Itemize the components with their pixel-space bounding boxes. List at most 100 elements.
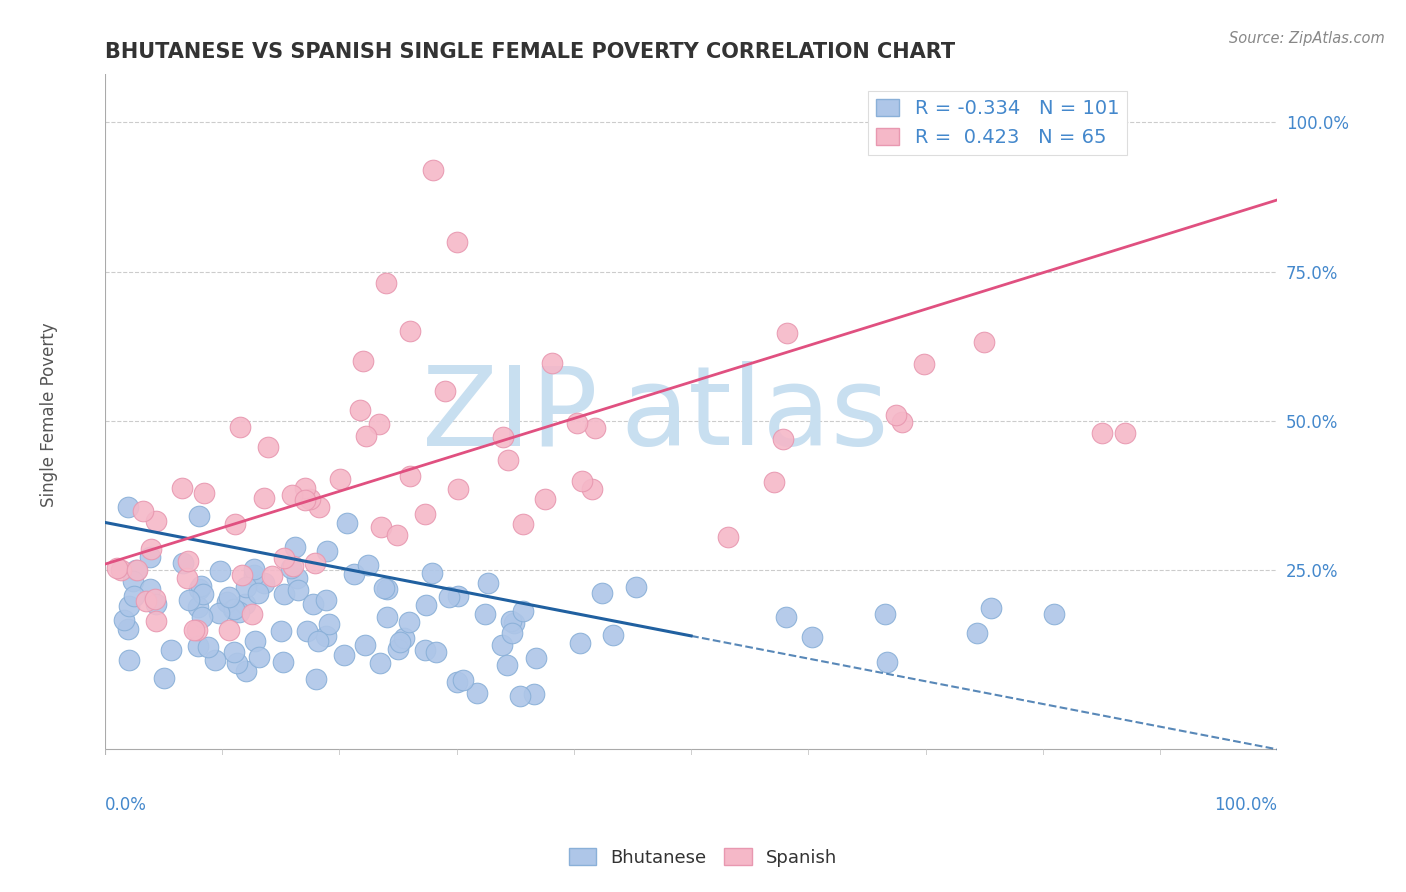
Point <box>512 517 534 532</box>
Point <box>373 581 395 595</box>
Point <box>273 587 295 601</box>
Point <box>270 624 292 638</box>
Point <box>389 635 412 649</box>
Point <box>315 593 337 607</box>
Point <box>243 634 266 648</box>
Point <box>145 514 167 528</box>
Point <box>235 664 257 678</box>
Point <box>775 609 797 624</box>
Point <box>257 441 280 455</box>
Point <box>125 564 148 578</box>
Point <box>299 491 322 506</box>
Point <box>356 558 378 572</box>
Point <box>912 357 935 371</box>
Point <box>105 561 128 575</box>
Point <box>1114 425 1136 440</box>
Text: atlas: atlas <box>620 361 889 468</box>
Point <box>118 599 141 613</box>
Point <box>204 653 226 667</box>
Point <box>776 326 799 340</box>
Point <box>176 571 198 585</box>
Point <box>581 482 603 496</box>
Point <box>415 643 437 657</box>
Point <box>235 580 257 594</box>
Point <box>884 409 907 423</box>
Y-axis label: Single Female Poverty: Single Female Poverty <box>39 323 58 508</box>
Point <box>187 600 209 615</box>
Point <box>281 488 304 502</box>
Point <box>375 610 398 624</box>
Point <box>287 583 309 598</box>
Point <box>190 610 212 624</box>
Point <box>139 541 162 556</box>
Point <box>186 623 208 637</box>
Point <box>492 429 515 443</box>
Point <box>496 658 519 673</box>
Point <box>375 277 398 291</box>
Point <box>398 615 420 630</box>
Point <box>262 568 284 582</box>
Point <box>318 617 340 632</box>
Point <box>273 550 295 565</box>
Point <box>143 591 166 606</box>
Point <box>446 235 468 249</box>
Point <box>385 527 408 541</box>
Point <box>772 432 794 446</box>
Point <box>891 415 914 429</box>
Point <box>474 607 496 622</box>
Point <box>308 500 330 515</box>
Point <box>284 541 307 555</box>
Point <box>294 493 316 508</box>
Point <box>568 635 591 649</box>
Point <box>509 689 531 703</box>
Text: 0.0%: 0.0% <box>104 797 146 814</box>
Point <box>876 655 898 669</box>
Point <box>343 566 366 581</box>
Point <box>228 605 250 619</box>
Point <box>1090 425 1112 440</box>
Point <box>218 623 240 637</box>
Point <box>280 561 302 575</box>
Point <box>190 579 212 593</box>
Point <box>139 582 162 597</box>
Point <box>447 589 470 603</box>
Point <box>187 639 209 653</box>
Point <box>415 598 437 612</box>
Point <box>973 334 995 349</box>
Point <box>512 604 534 618</box>
Legend: R = -0.334   N = 101, R =  0.423   N = 65: R = -0.334 N = 101, R = 0.423 N = 65 <box>868 91 1128 155</box>
Point <box>242 567 264 582</box>
Point <box>540 356 562 370</box>
Text: 100.0%: 100.0% <box>1215 797 1278 814</box>
Point <box>305 673 328 687</box>
Point <box>222 644 245 658</box>
Point <box>160 643 183 657</box>
Point <box>413 507 436 521</box>
Point <box>349 402 371 417</box>
Point <box>193 587 215 601</box>
Point <box>193 485 215 500</box>
Point <box>187 582 209 596</box>
Point <box>491 638 513 652</box>
Legend: Bhutanese, Spanish: Bhutanese, Spanish <box>561 841 845 874</box>
Point <box>420 566 443 581</box>
Text: ZIP: ZIP <box>422 361 598 468</box>
Point <box>602 628 624 642</box>
Point <box>425 645 447 659</box>
Point <box>183 623 205 637</box>
Point <box>800 630 823 644</box>
Point <box>231 567 253 582</box>
Point <box>139 550 162 565</box>
Point <box>591 586 613 600</box>
Point <box>188 508 211 523</box>
Point <box>197 640 219 654</box>
Point <box>273 655 295 669</box>
Point <box>246 586 269 600</box>
Point <box>124 563 146 577</box>
Point <box>315 629 337 643</box>
Point <box>368 657 391 671</box>
Point <box>301 597 323 611</box>
Point <box>222 602 245 616</box>
Point <box>170 481 193 495</box>
Point <box>134 594 156 608</box>
